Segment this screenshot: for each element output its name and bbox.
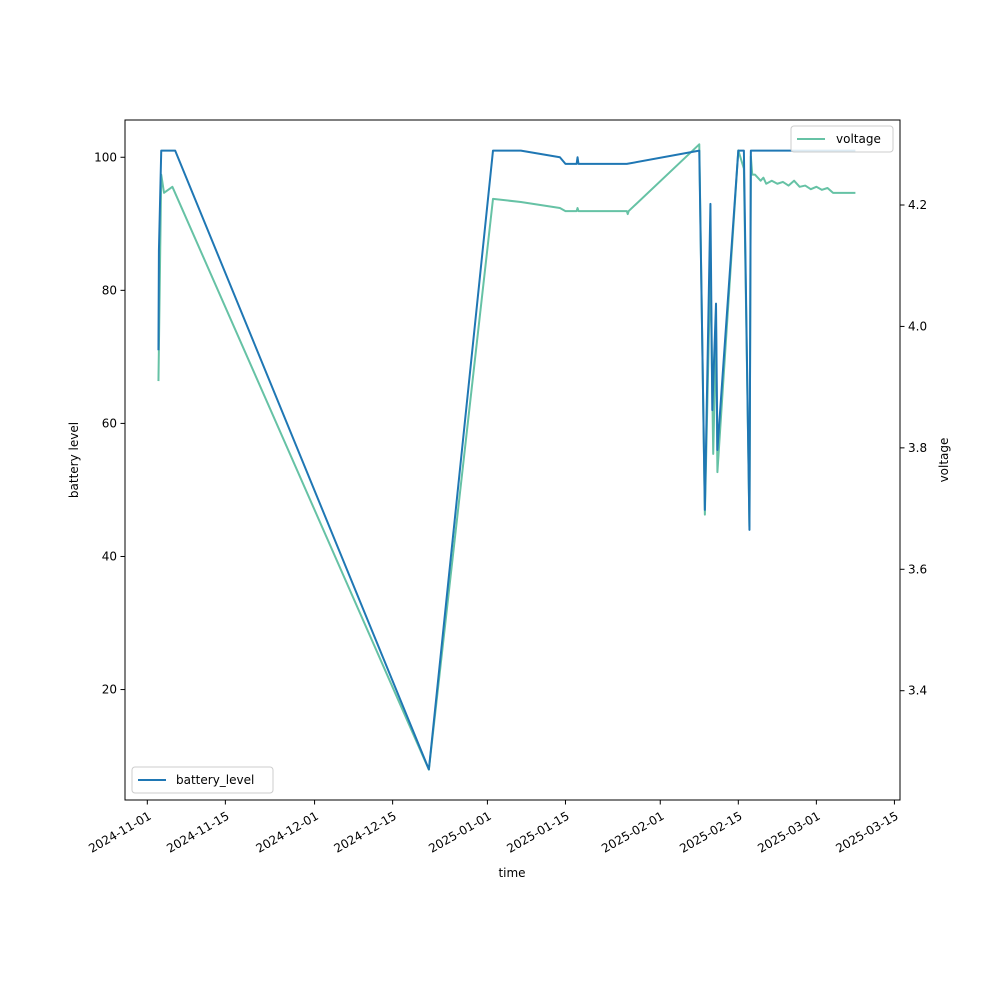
legend-label-battery-level: battery_level bbox=[176, 773, 254, 787]
y1-tick-label: 100 bbox=[94, 150, 117, 164]
y1-tick-label: 20 bbox=[102, 683, 117, 697]
y1-tick-label: 60 bbox=[102, 416, 117, 430]
series-line-battery-level bbox=[157, 149, 856, 771]
y1-axis-title: battery level bbox=[67, 422, 81, 498]
y1-tick-label: 40 bbox=[102, 549, 117, 563]
y1-tick-label: 80 bbox=[102, 283, 117, 297]
plot-frame bbox=[124, 119, 901, 801]
y2-tick-label: 4.2 bbox=[908, 198, 927, 212]
y2-tick-label: 4.0 bbox=[908, 319, 927, 333]
legend-label-voltage: voltage bbox=[836, 132, 881, 146]
legend-box-voltage bbox=[790, 125, 894, 153]
legend-box-battery bbox=[131, 766, 274, 794]
y2-axis-title: voltage bbox=[937, 438, 951, 483]
x-axis-title: time bbox=[498, 866, 525, 880]
y2-tick-label: 3.8 bbox=[908, 441, 927, 455]
y2-tick-label: 3.6 bbox=[908, 562, 927, 576]
y2-tick-label: 3.4 bbox=[908, 684, 927, 698]
